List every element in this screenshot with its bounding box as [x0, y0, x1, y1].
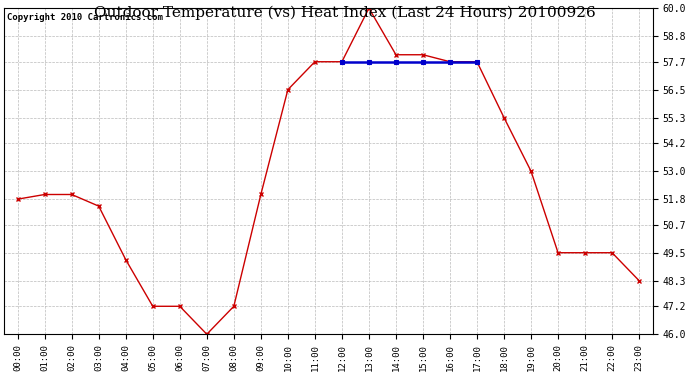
Text: Outdoor Temperature (vs) Heat Index (Last 24 Hours) 20100926: Outdoor Temperature (vs) Heat Index (Las…	[94, 6, 596, 20]
Text: Copyright 2010 Cartronics.com: Copyright 2010 Cartronics.com	[8, 13, 164, 22]
